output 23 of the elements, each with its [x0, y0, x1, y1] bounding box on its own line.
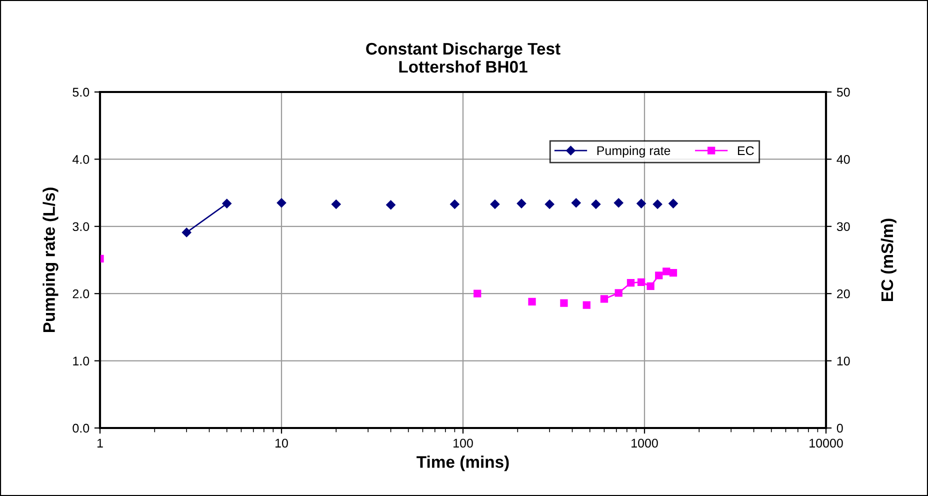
x-axis-title: Time (mins)	[416, 456, 509, 472]
y2-axis-title: EC (mS/m)	[880, 218, 896, 302]
y-tick-label: 0.0	[72, 424, 90, 433]
x-tick-label: 1	[97, 438, 103, 448]
y-tick-label: 4.0	[72, 155, 90, 164]
y-tick-label: 3.0	[72, 222, 90, 232]
y-tick-label: 5.0	[72, 88, 90, 97]
y2-tick-label: 50	[836, 88, 850, 97]
y-tick-label: 1.0	[73, 356, 90, 366]
x-tick-label: 10	[276, 438, 288, 448]
y-tick-label: 2.0	[72, 289, 90, 298]
x-tick-label: 10000	[810, 438, 843, 448]
y2-tick-label: 0	[836, 424, 843, 433]
chart-title: Constant Discharge Test Lottershof BH01	[366, 42, 560, 73]
y-axis-title: Pumping rate (L/s)	[42, 188, 58, 332]
y2-tick-label: 30	[836, 222, 850, 232]
y2-tick-label: 40	[836, 155, 850, 164]
legend-label: Pumping rate	[597, 146, 670, 158]
x-tick-label: 100	[454, 438, 473, 448]
x-tick-label: 1000	[632, 438, 658, 448]
legend-label: EC	[738, 146, 754, 156]
y2-tick-label: 20	[837, 289, 850, 298]
y2-tick-label: 10	[837, 356, 850, 366]
